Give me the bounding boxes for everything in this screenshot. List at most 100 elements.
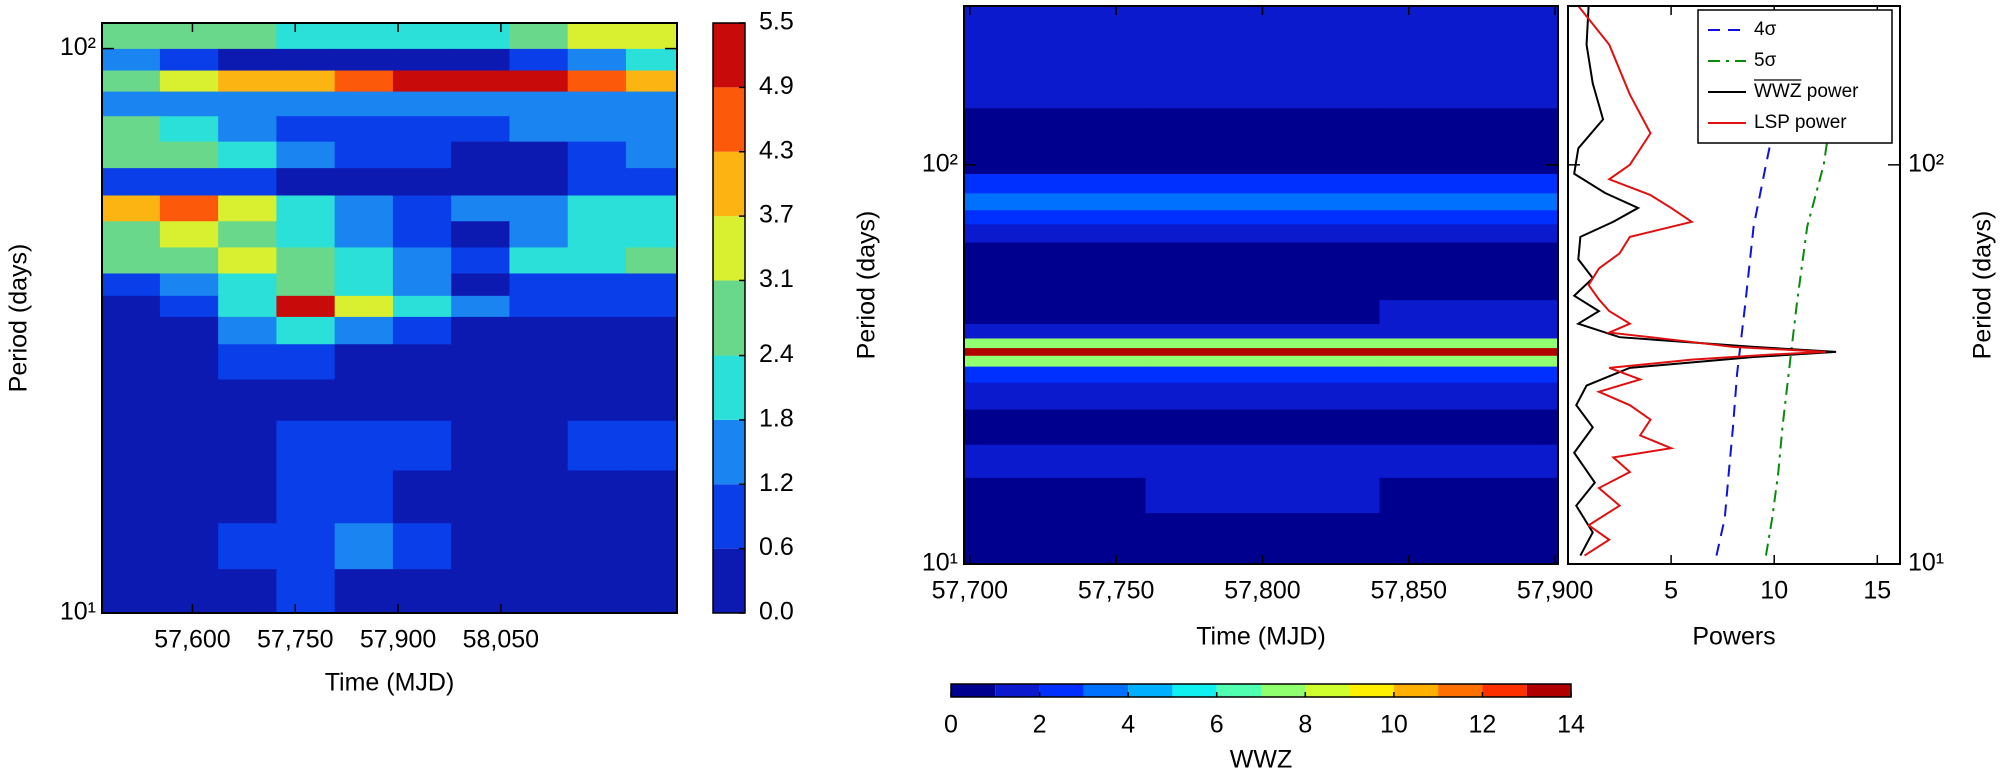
contour-cell (964, 409, 1146, 446)
contour-cell (1379, 338, 1558, 349)
contour-cell (1145, 242, 1381, 270)
contour-cell (392, 344, 452, 381)
contour-cell (1379, 348, 1558, 357)
contour-cell (276, 168, 336, 196)
contour-cell (392, 70, 452, 93)
contour-cell (392, 221, 452, 248)
contour-cell (451, 70, 510, 93)
contour-cell (392, 316, 452, 345)
contour-cell (276, 221, 336, 248)
contour-cell (451, 247, 510, 274)
contour-cell (625, 221, 677, 248)
x-tick-label: 58,050 (463, 626, 539, 654)
contour-cell (567, 295, 627, 318)
colorbar-band (713, 280, 745, 356)
contour-cell (334, 295, 394, 318)
contour-cell (102, 569, 161, 613)
contour-cell (218, 91, 277, 117)
contour-cell (102, 420, 161, 471)
contour-cell (567, 379, 627, 422)
contour-cell (334, 23, 394, 50)
colorbar-band (713, 484, 745, 549)
contour-cell (102, 91, 161, 117)
colorbar-band (951, 684, 996, 697)
contour-cell (567, 316, 627, 345)
contour-cell (567, 116, 627, 143)
y-tick-label: 10² (1908, 149, 1944, 177)
colorbar-frame (950, 683, 1572, 698)
colorbar-tick-label: 14 (1557, 711, 1585, 739)
plot-frame (101, 22, 678, 614)
contour-cell (392, 420, 452, 471)
contour-cell (1145, 173, 1381, 194)
y-tick-label: 10¹ (1908, 549, 1944, 577)
contour-cell (509, 420, 569, 471)
contour-cell (1145, 149, 1381, 175)
contour-cell (1379, 6, 1558, 57)
contour-cell (276, 23, 336, 50)
contour-cell (102, 116, 161, 143)
contour-cell (276, 420, 336, 471)
contour-cell (334, 247, 394, 274)
contour-cell (567, 91, 627, 117)
contour-cell (102, 523, 161, 570)
contour-cell (1379, 323, 1558, 339)
contour-cell (509, 470, 569, 524)
colorbar-tick-label: 3.1 (759, 265, 794, 293)
contour-cell (334, 379, 394, 422)
colorbar-tick-label: 6 (1210, 711, 1224, 739)
colorbar-band (995, 684, 1040, 697)
contour-cell (276, 379, 336, 422)
contour-cell (625, 195, 677, 222)
contour-cell (964, 193, 1146, 211)
colorbar-band (713, 87, 745, 152)
contour-cell (567, 273, 627, 297)
contour-cell (218, 420, 277, 471)
series-line (1577, 6, 1826, 557)
contour-cell (102, 344, 161, 381)
contour-cell (1145, 409, 1381, 446)
contour-cell (218, 48, 277, 72)
contour-cell (509, 168, 569, 196)
contour-cell (159, 273, 219, 297)
colorbar-band (1526, 684, 1571, 697)
contour-cell (1145, 193, 1381, 211)
contour-cell (451, 420, 510, 471)
contour-cell (964, 224, 1146, 244)
contour-cell (964, 173, 1146, 194)
contour-cell (1379, 173, 1558, 194)
contour-cell (102, 379, 161, 422)
contour-cell (451, 344, 510, 381)
contour-cell (567, 344, 627, 381)
contour-cell (625, 23, 677, 50)
contour-cell (1145, 269, 1381, 301)
y-tick-label: 10² (922, 149, 958, 177)
contour-cell (625, 70, 677, 93)
contour-cell (102, 168, 161, 196)
contour-cell (276, 470, 336, 524)
x-tick-label: 57,900 (360, 626, 436, 654)
colorbar-tick-label: 3.7 (759, 201, 794, 229)
contour-cell (1145, 55, 1381, 109)
contour-cell (1145, 477, 1381, 514)
contour-cell (218, 116, 277, 143)
contour-cell (509, 523, 569, 570)
contour-cell (1145, 543, 1381, 564)
contour-cell (964, 210, 1146, 225)
legend-label: 5σ (1754, 50, 1777, 71)
colorbar-band (1393, 684, 1439, 697)
colorbar-band (1438, 684, 1483, 697)
contour-cell (451, 91, 510, 117)
contour-cell (964, 149, 1146, 175)
contour-cell (625, 420, 677, 471)
contour-cell (218, 273, 277, 297)
contour-cell (392, 116, 452, 143)
colorbar-band (1349, 684, 1394, 697)
contour-cell (218, 195, 277, 222)
legend-label: 4σ (1754, 19, 1777, 40)
contour-cell (625, 295, 677, 318)
contour-cell (392, 141, 452, 169)
contour-cell (392, 168, 452, 196)
contour-cell (964, 242, 1146, 270)
